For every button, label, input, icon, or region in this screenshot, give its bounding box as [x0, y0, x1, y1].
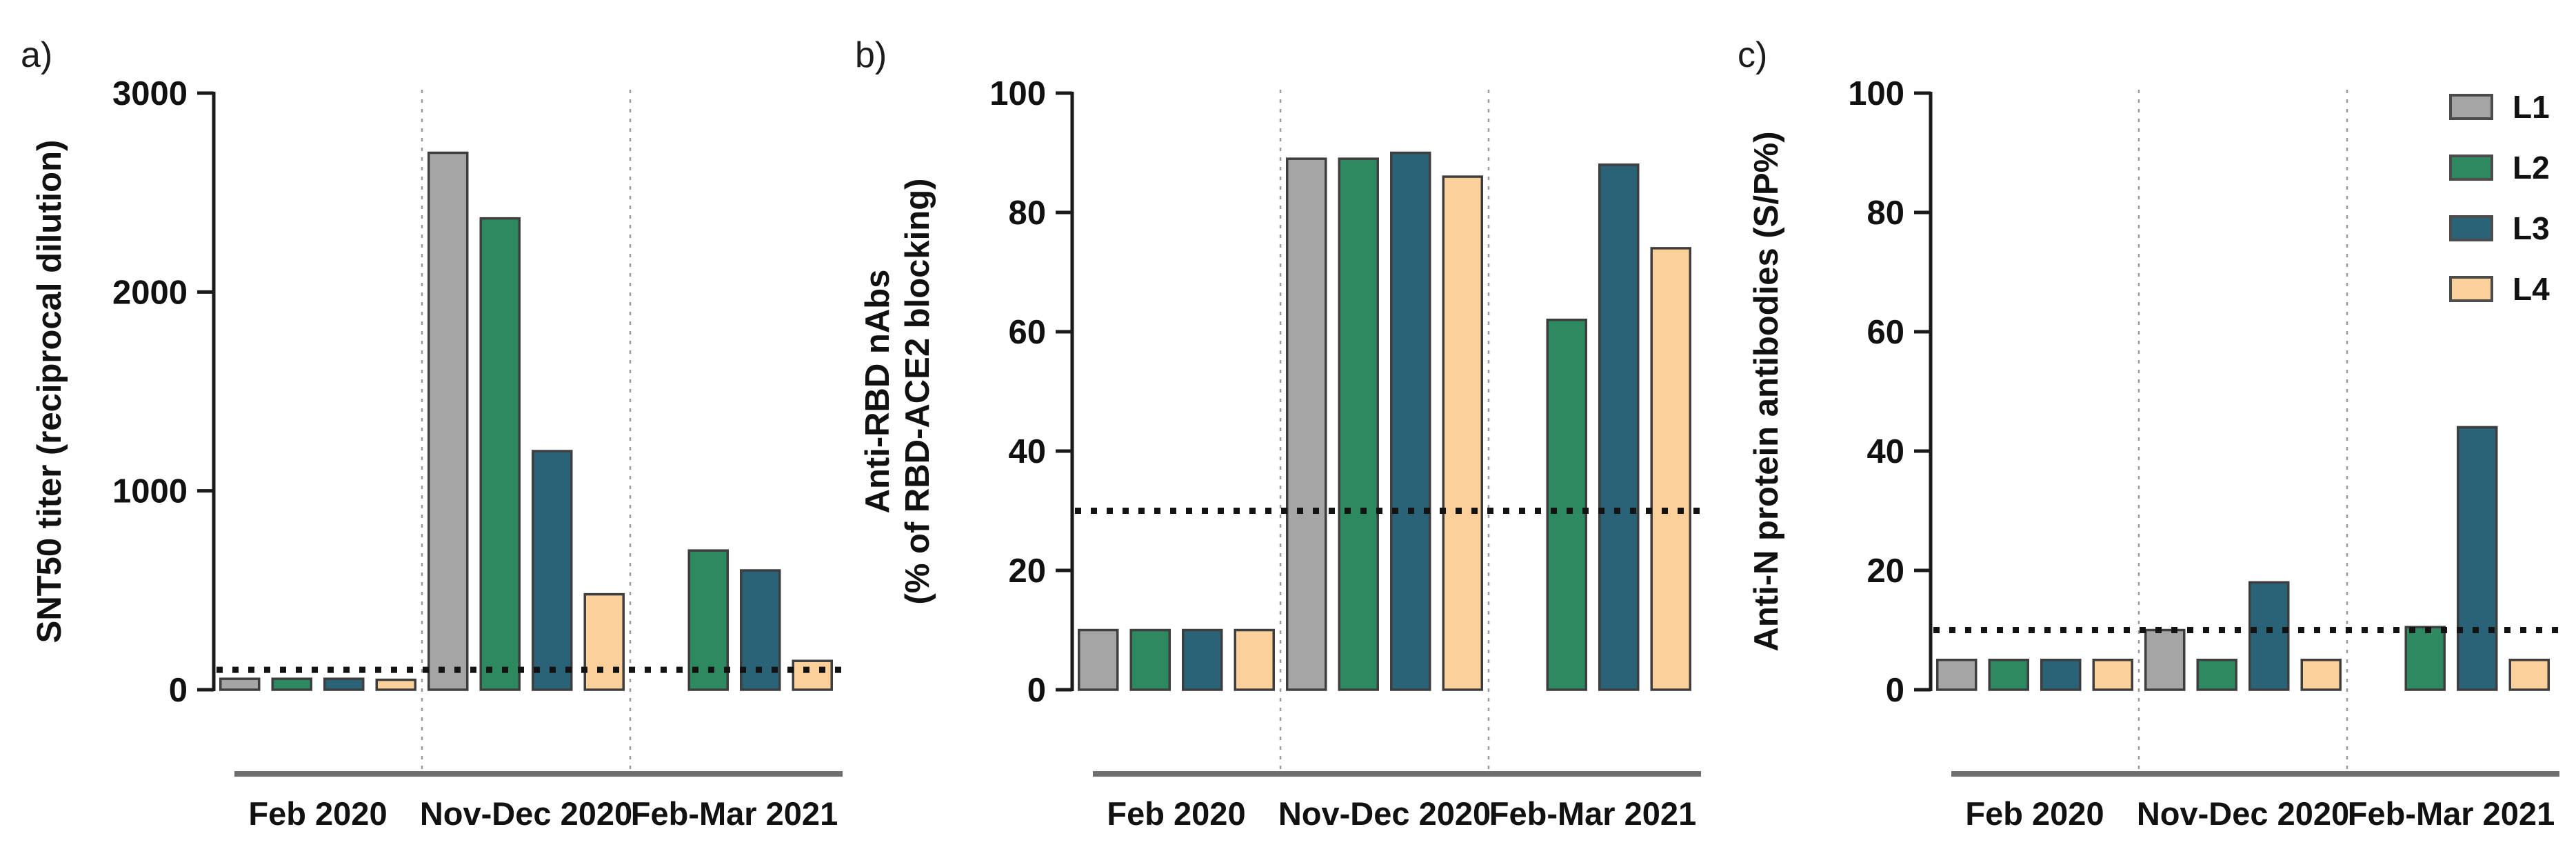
panel-b: 0 20 40 60 80 100 Feb 2020 Nov-Dec 2020 Feb-Mar … [858, 0, 1717, 847]
legend-item: L1 [2449, 88, 2550, 126]
bar-l1-1 [2144, 628, 2186, 691]
bar-l4-2 [792, 659, 833, 691]
bar-chart-a: 0 1000 2000 3000 Feb 2020 Nov-Dec 2020Feb-Mar… [31, 75, 843, 832]
y-tick-label: 60 [1866, 314, 1904, 351]
legend-swatch-l2 [2449, 155, 2493, 181]
y-tick-label: 80 [1866, 195, 1904, 232]
bar-l2-1 [479, 217, 521, 691]
y-tick-label: 60 [1008, 314, 1046, 351]
legend-item: L2 [2449, 149, 2550, 186]
legend: L1 L2 L3 L4 [2449, 88, 2550, 331]
x-group-label: Nov-Dec 2020 [1278, 795, 1491, 832]
y-axis-title: Anti-RBD nAbs [859, 270, 896, 514]
y-tick-label: 80 [1008, 195, 1046, 232]
bar-l1-0 [1936, 659, 1978, 691]
bar-l4-1 [1442, 175, 1483, 691]
bar-chart-c: 0 20 40 60 80 100 Feb 2020 Nov-Dec 2020Feb-Mar … [1748, 75, 2559, 832]
legend-label: L1 [2513, 89, 2550, 125]
bar-l2-0 [1988, 659, 2029, 691]
legend-item: L4 [2449, 270, 2550, 308]
bar-chart-b: 0 20 40 60 80 100 Feb 2020 Nov-Dec 2020Feb-Mar … [859, 75, 1701, 832]
legend-swatch-l1 [2449, 94, 2493, 120]
bar-l2-2 [687, 549, 729, 691]
x-group-label: Feb-Mar 2021 [2348, 795, 2555, 832]
bar-l3-0 [2040, 659, 2082, 691]
y-tick-label: 40 [1866, 433, 1904, 470]
y-tick-label: 100 [1848, 75, 1904, 112]
bar-l2-1 [2196, 659, 2237, 691]
bar-l4-0 [2092, 659, 2133, 691]
y-tick-label: 0 [1027, 672, 1046, 709]
bar-l3-1 [1390, 151, 1431, 691]
bar-l4-1 [2300, 659, 2342, 691]
legend-label: L2 [2513, 150, 2550, 186]
bar-l3-0 [323, 677, 365, 691]
bar-l3-2 [1598, 163, 1640, 691]
bar-l2-0 [271, 677, 312, 691]
y-tick-label: 1000 [112, 473, 188, 510]
bar-l1-1 [427, 151, 469, 691]
bar-l4-0 [1234, 628, 1275, 691]
bar-l3-0 [1182, 628, 1223, 691]
y-tick-label: 100 [989, 75, 1046, 112]
bar-l2-2 [2404, 626, 2446, 691]
legend-swatch-l3 [2449, 215, 2493, 241]
x-group-label: Feb-Mar 2021 [631, 795, 838, 832]
bar-l2-0 [1129, 628, 1171, 691]
bar-l2-2 [1546, 318, 1587, 691]
panel-label-b: b) [855, 35, 887, 75]
y-tick-label: 40 [1008, 433, 1046, 470]
y-axis-title: Anti-N protein antibodies (S/P%) [1748, 131, 1785, 651]
y-tick-label: 0 [169, 672, 188, 709]
panel-a: 0 1000 2000 3000 Feb 2020 Nov-Dec 2020 Feb-Mar… [0, 0, 858, 847]
x-group-label: Feb-Mar 2021 [1489, 795, 1696, 832]
bar-l4-1 [583, 592, 625, 691]
y-tick-label: 0 [1886, 672, 1904, 709]
x-group-label: Feb 2020 [1107, 795, 1245, 832]
panel-label-a: a) [21, 35, 53, 75]
legend-item: L3 [2449, 210, 2550, 247]
bar-l4-2 [1650, 247, 1691, 691]
legend-label: L3 [2513, 210, 2550, 246]
x-group-label: Nov-Dec 2020 [420, 795, 632, 832]
x-group-label: Nov-Dec 2020 [2137, 795, 2349, 832]
y-tick-label: 20 [1866, 552, 1904, 590]
y-tick-label: 2000 [112, 274, 188, 311]
bar-l3-2 [2457, 426, 2498, 691]
legend-label: L4 [2513, 271, 2550, 307]
bar-l2-1 [1338, 157, 1379, 691]
y-tick-label: 20 [1008, 552, 1046, 590]
panel-label-c: c) [1738, 35, 1768, 75]
bar-l1-0 [1078, 628, 1119, 691]
x-group-label: Feb 2020 [1965, 795, 2104, 832]
bar-l1-1 [1286, 157, 1327, 691]
bar-l3-1 [2248, 581, 2290, 691]
bar-l3-1 [532, 450, 573, 691]
y-tick-label: 3000 [112, 75, 188, 112]
bar-l4-2 [2508, 659, 2550, 691]
bar-l1-0 [219, 677, 261, 691]
y-axis-title: SNT50 titer (reciprocal dilution) [31, 140, 68, 644]
panel-c: 0 20 40 60 80 100 Feb 2020 Nov-Dec 2020 Feb-Mar … [1717, 0, 2575, 847]
x-group-label: Feb 2020 [248, 795, 387, 832]
y-axis-title: (% of RBD-ACE2 blocking) [899, 179, 936, 605]
legend-swatch-l4 [2449, 276, 2493, 302]
bar-l4-0 [375, 678, 416, 691]
